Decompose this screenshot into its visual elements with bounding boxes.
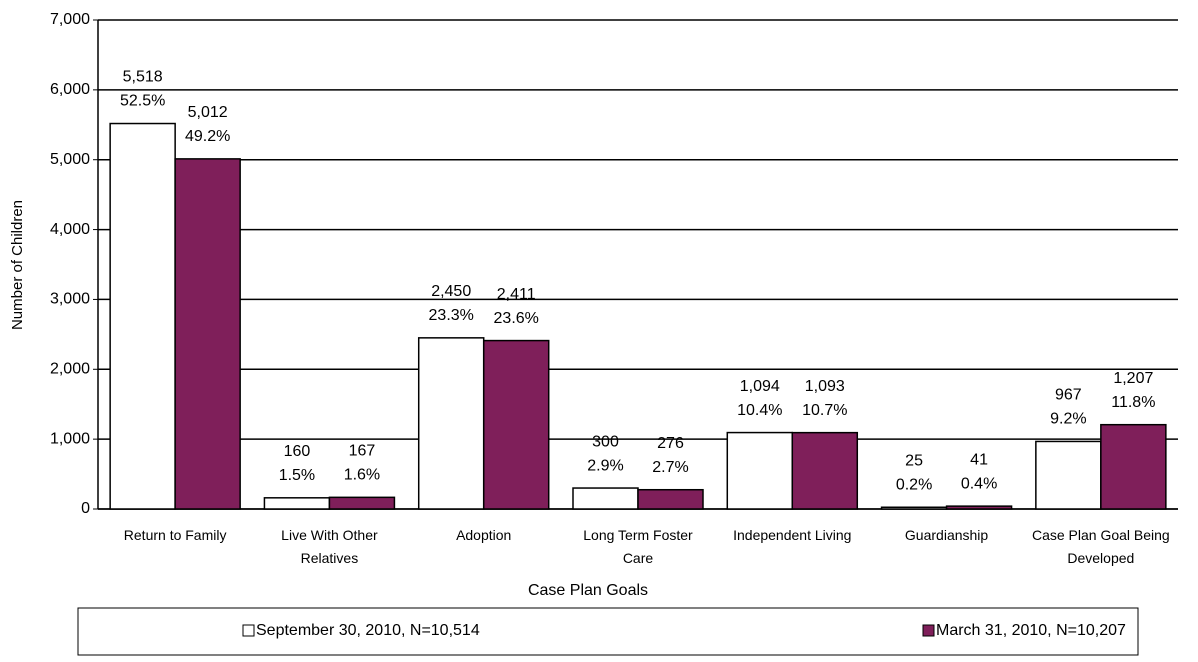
value-label: 167 [349,443,376,460]
bar [1100,423,1167,510]
value-label: 5,012 [188,104,228,121]
x-tick-label-line: Relatives [301,550,359,566]
bar [637,488,704,510]
bar [482,339,550,510]
percent-label: 23.6% [494,310,539,327]
x-tick-label: Adoption [456,527,511,543]
x-tick-label-line: Guardianship [905,527,988,543]
x-tick-label-line: Adoption [456,527,511,543]
y-tick-label: 0 [81,500,90,517]
x-tick-label-line: Developed [1067,550,1134,566]
x-tick-label-line: Return to Family [124,527,227,543]
percent-label: 49.2% [185,128,230,145]
percent-label: 2.7% [652,459,688,476]
legend-swatch [242,624,255,637]
x-tick-label: Live With Other Relatives [281,527,378,566]
y-tick-label: 1,000 [50,430,90,447]
x-tick-label-line: Case Plan Goal Being [1032,527,1170,543]
value-label: 1,093 [805,378,845,395]
value-label: 276 [657,435,684,452]
legend-box [77,607,1139,656]
bar [109,122,176,510]
bar [174,158,241,510]
x-tick-label-line: Independent Living [733,527,851,543]
value-label: 160 [284,443,311,460]
x-tick-label: Guardianship [905,527,988,543]
y-tick-label: 6,000 [50,81,90,98]
x-tick-label: Return to Family [124,527,227,543]
value-label: 1,094 [740,378,780,395]
y-tick-label: 4,000 [50,221,90,238]
value-label: 2,450 [431,283,471,300]
value-label: 2,411 [497,286,536,303]
y-tick-label: 7,000 [50,11,90,28]
x-tick-label: Independent Living [733,527,851,543]
percent-label: 1.5% [279,467,315,484]
percent-label: 52.5% [120,93,165,110]
value-label: 967 [1055,387,1082,404]
percent-label: 0.2% [896,476,932,493]
percent-label: 11.8% [1111,394,1155,411]
x-tick-label-line: Care [623,550,654,566]
percent-label: 10.4% [737,402,782,419]
x-tick-label-line: Live With Other [281,527,378,543]
y-tick-label: 2,000 [50,361,90,378]
bar [791,431,859,510]
bar [945,505,1013,510]
percent-label: 23.3% [429,307,474,324]
legend-swatch [922,624,935,637]
y-axis-title: Number of Children [9,200,26,330]
bar [880,506,948,510]
bar [1035,440,1102,510]
value-label: 25 [905,452,923,469]
percent-label: 1.6% [344,467,380,484]
value-label: 41 [970,451,988,468]
legend-label: September 30, 2010, N=10,514 [256,622,480,639]
percent-label: 2.9% [587,457,623,474]
y-tick-label: 5,000 [50,151,90,168]
value-label: 1,207 [1113,370,1153,387]
y-tick-label: 3,000 [50,291,90,308]
legend-label: March 31, 2010, N=10,207 [936,622,1126,639]
bar [726,431,794,510]
x-tick-label: Long Term Foster Care [583,527,693,566]
value-label: 300 [592,433,619,450]
x-axis-title: Case Plan Goals [528,582,648,599]
bar [328,496,396,510]
x-tick-label-line: Long Term Foster [583,527,693,543]
percent-label: 0.4% [961,475,997,492]
percent-label: 10.7% [802,402,847,419]
bar [263,497,331,510]
bar [417,337,485,510]
percent-label: 9.2% [1050,411,1086,428]
bar [572,487,639,510]
value-label: 5,518 [123,69,163,86]
x-tick-label: Case Plan Goal Being Developed [1032,527,1170,566]
